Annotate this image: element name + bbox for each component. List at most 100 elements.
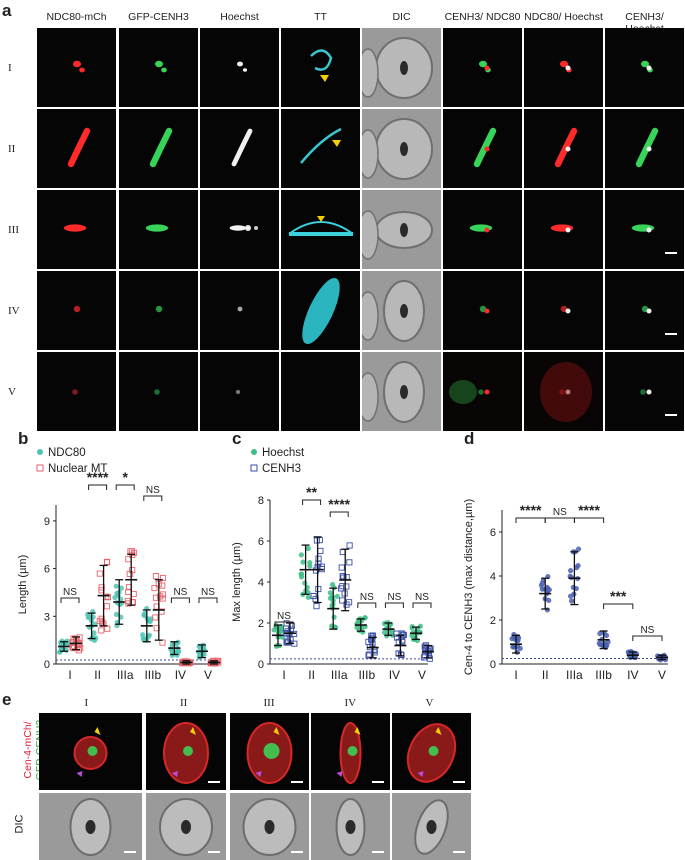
panel_b-point	[158, 608, 165, 615]
panel_d-point	[515, 643, 521, 650]
micrograph-V-4	[362, 352, 441, 431]
panel_b-point	[127, 548, 134, 555]
panel_c-point	[273, 643, 280, 649]
panel_b-letter: b	[18, 429, 28, 448]
panel_c-point	[398, 633, 405, 640]
panel_c-point	[381, 620, 388, 627]
panel_b-point	[197, 650, 204, 656]
panel_c-point	[302, 580, 308, 586]
panel_c-point	[368, 632, 375, 639]
panel_d-point	[575, 575, 581, 582]
panel_c-point	[346, 599, 353, 606]
panel_b-legend-label-1: Nuclear MT	[48, 463, 107, 475]
panel_d-point	[625, 649, 632, 655]
panel_b-point	[91, 637, 98, 643]
panel_d-point	[628, 648, 634, 655]
panel_c-ytick-label-2: 4	[258, 577, 264, 589]
panel-e-column-2: III	[263, 697, 275, 709]
panel_c-point	[298, 571, 305, 577]
column-header-4: DIC	[392, 11, 411, 23]
panel_c-point	[356, 621, 362, 627]
panel_d-point	[633, 651, 640, 657]
panel_b-point	[58, 641, 64, 647]
panel_c-point	[279, 634, 285, 640]
panel_b-point	[141, 612, 148, 619]
panel_b-point	[125, 556, 132, 563]
panel_c-point	[273, 624, 279, 630]
row-label-3: IV	[8, 305, 20, 317]
panel_c-point	[331, 614, 337, 620]
panel_c-point	[395, 650, 402, 657]
panel_d-sig-bracket-4	[632, 635, 663, 641]
panel_b-point	[75, 641, 82, 648]
panel_c-point	[371, 647, 378, 654]
panel_b-point	[128, 548, 135, 555]
panel_d-point	[511, 644, 517, 650]
panel_d-sig-label-3: ***	[610, 588, 627, 604]
panel_b-point	[180, 658, 187, 665]
panel-e-dic-3	[311, 793, 390, 860]
panel_b-point	[187, 659, 194, 666]
panel_b-point	[88, 623, 94, 629]
panel_b-xtick-label-4: IV	[175, 668, 186, 682]
panel_d-point	[627, 654, 634, 660]
micrograph-II-7	[605, 109, 684, 188]
panel_b-point	[118, 596, 124, 602]
panel_d-point	[661, 652, 667, 658]
panel_b-point	[59, 638, 65, 644]
panel_c-point	[283, 620, 290, 627]
panel_c-sig-label-5: NS	[415, 592, 429, 603]
panel_c-point	[411, 636, 417, 642]
panel-e-letter: e	[2, 690, 12, 709]
panel_d-point	[509, 636, 515, 642]
panel_c-point	[330, 597, 336, 604]
panel_c-point	[371, 646, 378, 653]
micrograph-III-0	[37, 190, 116, 269]
micrograph-IV-1	[119, 271, 198, 350]
panel_b-point	[207, 660, 214, 667]
panel_c-point	[354, 621, 361, 627]
panel_c-point	[307, 559, 313, 566]
panel_b-sig-bracket-3	[143, 495, 163, 501]
panel_c-xtick-label-0: I	[282, 668, 285, 682]
panel_b-point	[159, 574, 167, 582]
panel_b-point	[118, 614, 124, 620]
panel_c-point	[340, 574, 347, 581]
panel_b-point	[104, 594, 111, 601]
panel_b-point	[167, 646, 174, 652]
panel_d-point	[602, 640, 608, 647]
micrograph-IV-3	[281, 271, 360, 350]
panel_c-point	[369, 640, 376, 647]
panel_c-point	[305, 545, 311, 552]
panel_c-xtick-label-2: IIIa	[331, 668, 348, 682]
panel_b-sig-label-1: ****	[87, 469, 109, 485]
panel_c-point	[339, 548, 346, 556]
panel_d-point	[538, 582, 545, 589]
panel-e-column-4: V	[425, 697, 434, 709]
panel_d-point	[597, 630, 603, 637]
panel_d-point	[655, 654, 662, 661]
micrograph-III-4	[362, 190, 441, 269]
panel_d-point	[626, 650, 632, 656]
panel_d-point	[632, 654, 638, 661]
panel_b-point	[65, 641, 71, 648]
panel_b-point	[200, 648, 206, 655]
panel_c-point	[359, 618, 365, 624]
panel_c-point	[354, 624, 360, 631]
panel_b-point	[214, 657, 221, 664]
micrograph-II-1	[119, 109, 198, 188]
panel_c-point	[393, 630, 400, 637]
panel_b-point	[75, 647, 82, 654]
panel_b-point	[159, 595, 166, 602]
panel_c-point	[291, 630, 298, 637]
panel_c-letter: c	[232, 429, 241, 448]
micrograph-III-7	[605, 190, 684, 269]
panel_b-point	[90, 634, 96, 640]
panel_c-point	[327, 590, 333, 596]
panel_c-point	[384, 633, 390, 639]
panel_d-point	[597, 641, 603, 648]
panel_b-point	[146, 618, 152, 624]
panel_d-point	[514, 633, 520, 640]
panel_b-point	[85, 611, 91, 617]
panel_c-point	[395, 650, 402, 657]
